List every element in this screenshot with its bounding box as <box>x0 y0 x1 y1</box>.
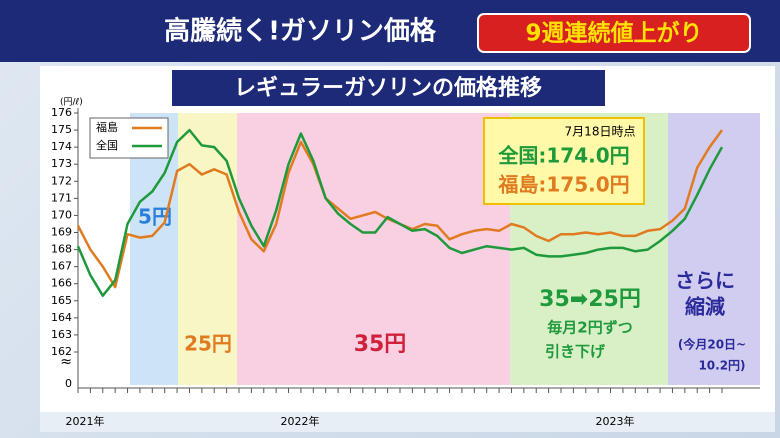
y-tick-label: 0 <box>65 377 72 390</box>
year-strip <box>40 412 775 432</box>
y-tick-label: 176 <box>51 106 72 119</box>
legend-label: 福島 <box>96 120 118 134</box>
band <box>668 113 760 385</box>
y-tick-label: 167 <box>51 260 72 273</box>
y-tick-label: 164 <box>51 311 72 324</box>
band <box>178 113 237 385</box>
band-label: 引き下げ <box>545 343 606 361</box>
band-label: 縮減 <box>685 295 725 319</box>
y-unit: (円/ℓ) <box>60 97 83 108</box>
chart-title: レギュラーガソリンの価格推移 <box>234 75 542 101</box>
title-box <box>172 70 605 106</box>
axis-break: ≈ <box>60 354 72 370</box>
band-label: 35円 <box>354 332 407 357</box>
band-label: 10.2円) <box>698 359 745 373</box>
y-tick-label: 173 <box>51 157 72 170</box>
series-line <box>76 128 724 297</box>
band <box>237 113 510 385</box>
y-tick-label: 165 <box>51 294 72 307</box>
callout-fukushima: 福島:175.0円 <box>497 173 629 197</box>
year-label: 2023年 <box>596 414 635 428</box>
band-label: 35➡25円 <box>539 287 641 312</box>
y-tick-label: 174 <box>51 140 72 153</box>
legend <box>89 117 169 159</box>
band-label: 毎月2円ずつ <box>547 319 632 337</box>
year-label: 2021年 <box>66 414 105 428</box>
y-tick-label: 172 <box>51 174 72 187</box>
y-tick-label: 169 <box>51 226 72 239</box>
callout-box <box>483 117 645 205</box>
y-tick-label: 168 <box>51 243 72 256</box>
y-tick-label: 175 <box>51 123 72 136</box>
band-label: 25円 <box>184 332 232 356</box>
header: 高騰続く!ガソリン価格 <box>164 16 437 47</box>
y-tick-label: 162 <box>51 345 72 358</box>
badge: 9週連続値上がり <box>525 20 702 47</box>
y-tick-label: 170 <box>51 208 72 221</box>
badge-box <box>477 13 751 53</box>
y-tick-label: 163 <box>51 328 72 341</box>
y-tick-label: 166 <box>51 277 72 290</box>
legend-label: 全国 <box>96 138 118 152</box>
year-label: 2022年 <box>281 414 320 428</box>
callout-national: 全国:174.0円 <box>497 144 629 168</box>
y-tick-label: 171 <box>51 191 72 204</box>
callout-date: 7月18日時点 <box>565 125 636 139</box>
band-label: (今月20日~ <box>678 337 746 352</box>
band-label: さらに <box>675 269 735 293</box>
